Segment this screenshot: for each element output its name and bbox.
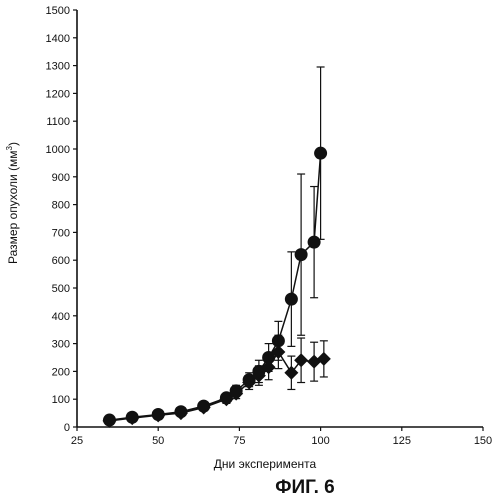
y-axis-label-close: ) (6, 142, 20, 146)
y-tick-label: 900 (52, 172, 70, 184)
x-tick-label: 100 (311, 435, 329, 447)
y-tick-label: 600 (52, 255, 70, 267)
y-axis-label-text: Размер опухоли (мм (6, 150, 20, 264)
y-tick-label: 200 (52, 366, 70, 378)
data-point-diamond (284, 366, 298, 380)
data-point-circle (308, 236, 321, 249)
series-line (110, 153, 321, 420)
data-point-circle (295, 248, 308, 261)
x-tick-label: 75 (233, 435, 245, 447)
data-point-circle (314, 147, 327, 160)
chart-axes: 0 100 200 300 400 500 600 700 800 900 1000 1100 1200… (46, 5, 493, 447)
y-tick-label: 1100 (46, 116, 70, 128)
y-tick-label: 1200 (46, 88, 70, 100)
y-tick-label: 400 (52, 311, 70, 323)
y-axis-label: Размер опухоли (мм3) (5, 142, 20, 264)
y-tick-label: 800 (52, 200, 70, 212)
y-tick-label: 1300 (46, 61, 70, 73)
y-tick-label: 1400 (46, 33, 70, 45)
data-point-diamond (294, 353, 308, 367)
x-tick-label: 25 (71, 435, 83, 447)
x-tick-label: 150 (474, 435, 492, 447)
y-tick-label: 500 (52, 283, 70, 295)
y-tick-label: 300 (52, 339, 70, 351)
y-tick-label: 0 (64, 422, 70, 434)
figure-caption: ФИГ. 6 (275, 477, 334, 498)
x-tick-label: 125 (393, 435, 411, 447)
x-tick-label: 50 (152, 435, 164, 447)
y-tick-label: 1500 (46, 5, 70, 17)
y-tick-label: 1000 (46, 144, 70, 156)
y-tick-label: 100 (52, 394, 70, 406)
x-axis-label: Дни эксперимента (214, 457, 317, 471)
data-point-circle (285, 293, 298, 306)
chart-series (102, 67, 330, 428)
y-tick-label: 700 (52, 227, 70, 239)
